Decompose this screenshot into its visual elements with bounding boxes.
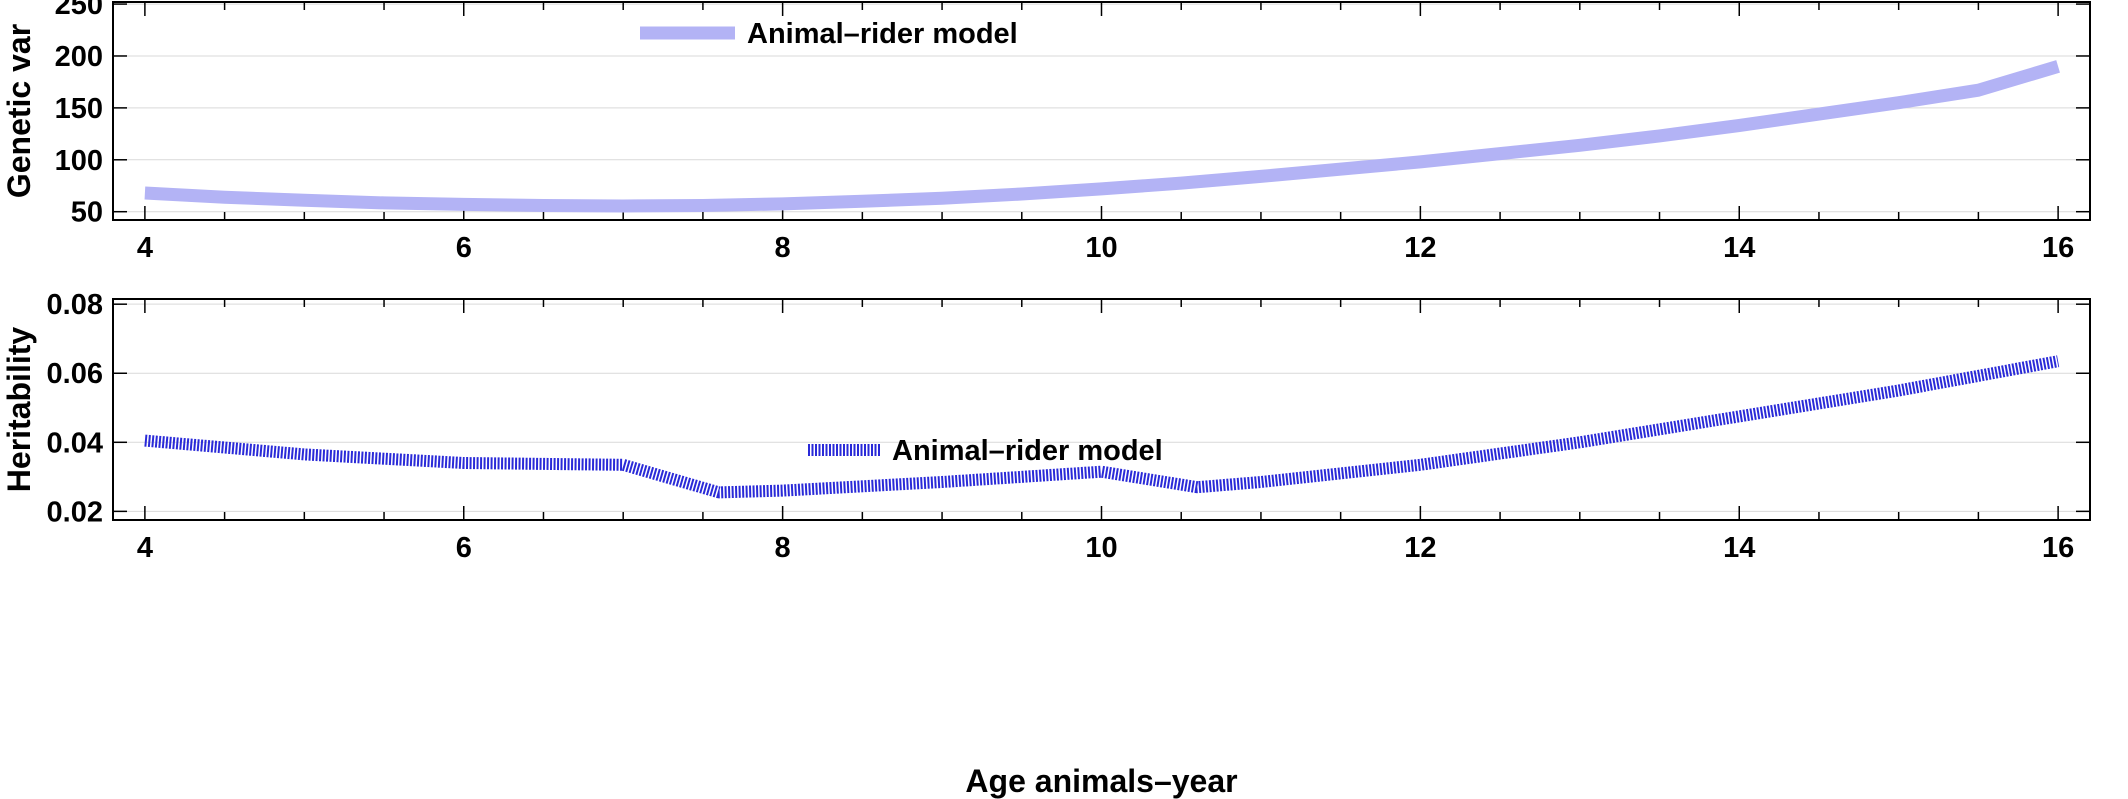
genetic-variance-panel: 50 100 150 200 250 4 6 8 10 12 14 16 Genetic var Anim… (1, 0, 2091, 264)
y-axis-title: Heritability (1, 327, 37, 493)
y-tick-label: 200 (55, 41, 103, 73)
y-tick-label: 0.08 (47, 289, 103, 321)
x-tick-label: 16 (2042, 532, 2074, 564)
plot-frame (112, 298, 2091, 521)
y-tick-label: 100 (55, 145, 103, 177)
plot-frame (112, 1, 2091, 221)
series-line (144, 60, 2060, 213)
x-tick-label: 12 (1404, 532, 1436, 564)
y-axis-title: Genetic var (1, 24, 37, 198)
x-tick-label: 12 (1404, 232, 1436, 264)
x-tick-label: 8 (775, 232, 791, 264)
x-tick-label: 4 (137, 232, 153, 264)
x-tick-label: 14 (1723, 232, 1755, 264)
x-tick-label: 4 (137, 532, 153, 564)
legend-label: Animal–rider model (747, 18, 1018, 50)
y-tick-label: 0.02 (47, 496, 103, 528)
y-tick-label: 50 (71, 197, 103, 229)
series-line (144, 355, 2060, 499)
x-tick-label: 8 (775, 532, 791, 564)
x-tick-label: 6 (456, 532, 472, 564)
y-tick-label: 0.04 (47, 427, 103, 459)
x-tick-label: 16 (2042, 232, 2074, 264)
x-tick-label: 10 (1085, 232, 1117, 264)
y-tick-label: 0.06 (47, 358, 103, 390)
x-tick-label: 14 (1723, 532, 1755, 564)
x-axis-title: Age animals–year (965, 763, 1237, 799)
y-tick-label: 150 (55, 93, 103, 125)
legend-label: Animal–rider model (892, 435, 1163, 467)
x-tick-label: 6 (456, 232, 472, 264)
heritability-panel: 0.02 0.04 0.06 0.08 4 6 8 10 12 14 16 Heritability A… (1, 289, 2091, 799)
x-tick-label: 10 (1085, 532, 1117, 564)
y-tick-label: 250 (55, 0, 103, 21)
